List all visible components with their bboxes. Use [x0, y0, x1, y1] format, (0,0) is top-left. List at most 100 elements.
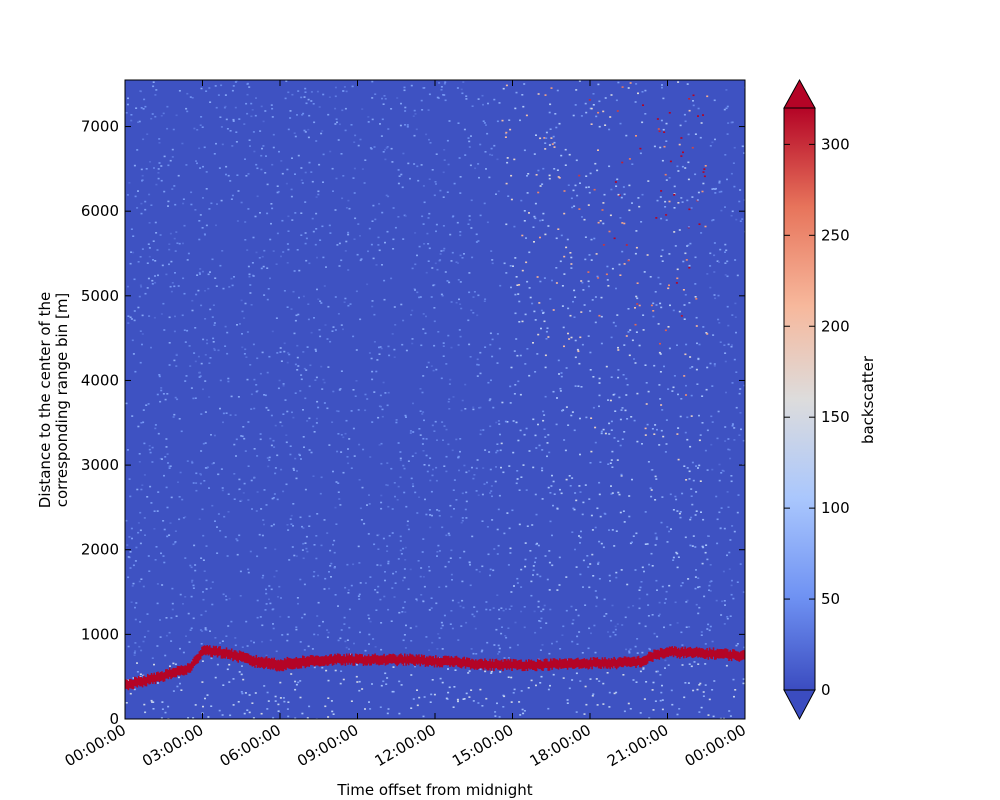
heatmap-cell [433, 344, 436, 347]
cloud-layer-cell [167, 669, 170, 680]
heatmap-cell [428, 247, 431, 250]
heatmap-cell [382, 381, 385, 384]
heatmap-cell [507, 676, 510, 678]
heatmap-cell [289, 445, 292, 447]
heatmap-cell [737, 494, 740, 496]
heatmap-cell [478, 176, 480, 179]
heatmap-cell [524, 565, 527, 568]
heatmap-cell [482, 103, 484, 106]
heatmap-cell [650, 304, 653, 307]
cloud-layer-cell [569, 658, 571, 668]
heatmap-cell [231, 284, 234, 287]
heatmap-cell [567, 332, 569, 335]
heatmap-cell [535, 447, 538, 449]
heatmap-cell [733, 530, 736, 533]
heatmap-cell [270, 414, 273, 417]
cloud-layer-cell [478, 659, 481, 669]
heatmap-cell [701, 545, 704, 548]
heatmap-cell [281, 634, 284, 636]
heatmap-cell [140, 649, 143, 652]
heatmap-cell [428, 93, 431, 96]
heatmap-cell [578, 208, 581, 210]
heatmap-cell [463, 464, 466, 467]
heatmap-cell [194, 360, 197, 363]
cloud-layer-cell [183, 666, 185, 676]
heatmap-cell [613, 545, 616, 547]
heatmap-cell [383, 298, 386, 301]
heatmap-cell [622, 510, 625, 512]
heatmap-cell [735, 644, 738, 647]
heatmap-cell [462, 698, 465, 700]
heatmap-cell [178, 90, 181, 92]
heatmap-cell [519, 119, 521, 122]
heatmap-cell [649, 487, 652, 489]
heatmap-cell [539, 185, 542, 187]
cloud-layer-cell [305, 656, 308, 667]
heatmap-cell [615, 287, 617, 290]
heatmap-cell [405, 505, 408, 508]
heatmap-cell [511, 509, 514, 512]
heatmap-cell [618, 263, 621, 266]
cloud-layer-cell [540, 661, 543, 671]
cloud-layer-cell [568, 658, 570, 668]
heatmap-cell [598, 680, 601, 682]
heatmap-cell [714, 192, 717, 194]
heatmap-cell [658, 601, 661, 604]
heatmap-cell [453, 686, 456, 688]
heatmap-cell [277, 710, 280, 712]
heatmap-cell [158, 138, 161, 140]
heatmap-cell [308, 515, 311, 518]
heatmap-cell [515, 338, 518, 340]
cloud-layer-cell [382, 655, 384, 665]
cloud-layer-cell [424, 657, 427, 667]
heatmap-cell [700, 122, 703, 124]
heatmap-cell [608, 433, 611, 435]
heatmap-cell [615, 576, 618, 579]
heatmap-cell [355, 675, 358, 678]
heatmap-cell [551, 143, 554, 145]
heatmap-cell [677, 556, 680, 558]
heatmap-cell [416, 689, 418, 691]
heatmap-cell [636, 638, 639, 640]
heatmap-cell [264, 172, 267, 174]
heatmap-cell [329, 340, 332, 343]
y-tick-label: 4000 [81, 371, 119, 389]
heatmap-cell [718, 511, 721, 514]
cloud-layer-cell [513, 659, 516, 669]
heatmap-cell [694, 173, 697, 176]
heatmap-cell [390, 147, 393, 150]
heatmap-cell [289, 518, 292, 520]
y-axis-label-line-2: corresponding range bin [m] [53, 293, 71, 508]
cloud-layer-cell [127, 680, 130, 691]
heatmap-cell [423, 201, 426, 204]
cloud-layer-cell [471, 658, 473, 669]
heatmap-cell [704, 643, 707, 645]
heatmap-cell [199, 167, 202, 169]
heatmap-cell [400, 102, 402, 105]
heatmap-cell [567, 307, 570, 310]
heatmap-cell [617, 81, 620, 84]
heatmap-cell [375, 609, 378, 611]
heatmap-cell [578, 174, 581, 177]
heatmap-cell [139, 673, 142, 676]
heatmap-cell [616, 459, 619, 461]
heatmap-cell [419, 434, 422, 436]
heatmap-cell [704, 225, 707, 228]
heatmap-cell [698, 464, 701, 467]
heatmap-cell [246, 249, 249, 251]
heatmap-cell [205, 188, 208, 190]
heatmap-cell [529, 550, 532, 552]
heatmap-cell [726, 305, 729, 308]
heatmap-cell [248, 86, 251, 88]
heatmap-cell [586, 555, 589, 557]
heatmap-cell [704, 684, 707, 686]
heatmap-cell [661, 159, 664, 162]
heatmap-cell [585, 175, 588, 177]
heatmap-cell [532, 565, 535, 567]
heatmap-cell [334, 95, 337, 98]
heatmap-cell [380, 442, 383, 445]
heatmap-cell [567, 184, 570, 186]
cloud-layer-cell [207, 646, 210, 656]
heatmap-cell [191, 460, 194, 463]
heatmap-cell [234, 414, 237, 416]
